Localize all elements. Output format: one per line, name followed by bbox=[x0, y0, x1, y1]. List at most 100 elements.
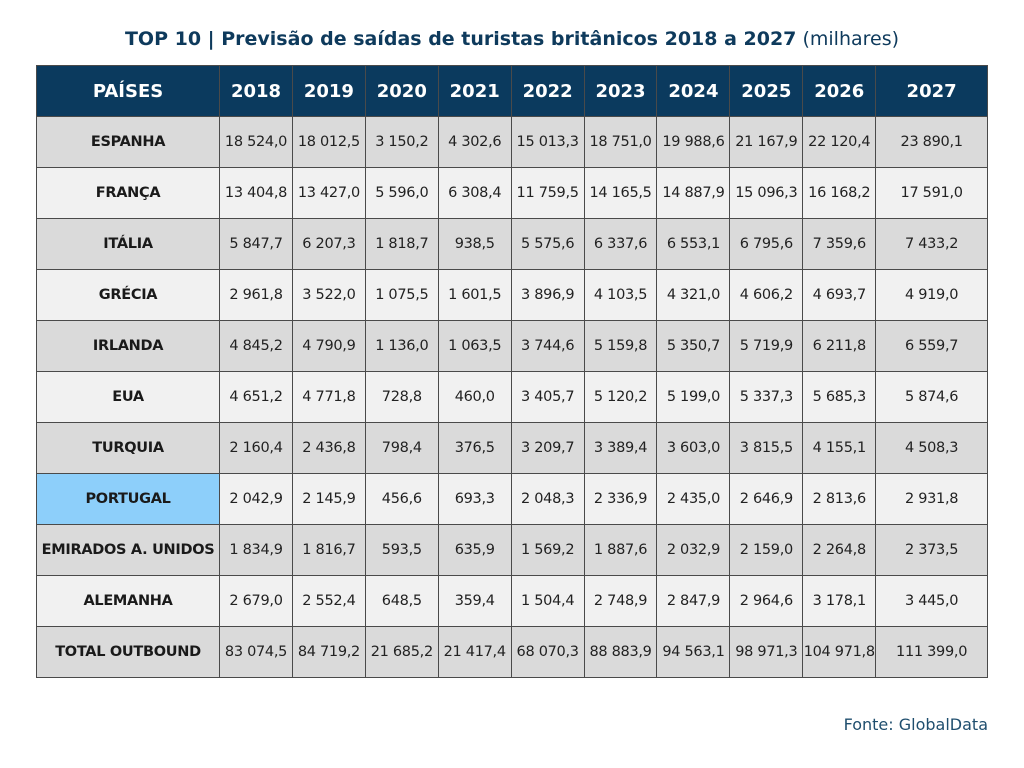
value-cell: 84 719,2 bbox=[291, 626, 366, 678]
value-cell: 4 508,3 bbox=[875, 422, 988, 474]
value-cell: 2 435,0 bbox=[656, 473, 731, 525]
value-cell: 23 890,1 bbox=[875, 116, 988, 168]
value-cell: 6 795,6 bbox=[729, 218, 804, 270]
header-year: 2025 bbox=[729, 65, 804, 117]
value-cell: 2 032,9 bbox=[656, 524, 731, 576]
table-row: PORTUGAL 2 042,9 2 145,9 456,6 693,3 2 048,3 2… bbox=[35, 473, 988, 525]
table-row: ESPANHA 18 524,0 18 012,5 3 150,2 4 302,6 15 … bbox=[35, 116, 988, 168]
value-cell: 2 748,9 bbox=[583, 575, 658, 627]
value-cell: 14 165,5 bbox=[583, 167, 658, 219]
value-cell: 13 404,8 bbox=[219, 167, 293, 219]
header-countries: PAÍSES bbox=[35, 65, 221, 117]
value-cell: 4 651,2 bbox=[219, 371, 293, 423]
country-cell: GRÉCIA bbox=[35, 269, 221, 321]
table-body: ESPANHA 18 524,0 18 012,5 3 150,2 4 302,6 15 … bbox=[35, 116, 988, 678]
country-cell: FRANÇA bbox=[35, 167, 221, 219]
value-cell: 6 553,1 bbox=[656, 218, 731, 270]
value-cell: 2 931,8 bbox=[875, 473, 988, 525]
value-cell: 6 337,6 bbox=[583, 218, 658, 270]
table-row: FRANÇA 13 404,8 13 427,0 5 596,0 6 308,4 11 7… bbox=[35, 167, 988, 219]
header-year: 2023 bbox=[583, 65, 658, 117]
value-cell: 635,9 bbox=[437, 524, 512, 576]
header-year: 2019 bbox=[291, 65, 366, 117]
value-cell: 5 719,9 bbox=[729, 320, 804, 372]
country-cell: ESPANHA bbox=[35, 116, 221, 168]
country-cell: ITÁLIA bbox=[35, 218, 221, 270]
value-cell: 18 012,5 bbox=[291, 116, 366, 168]
value-cell: 22 120,4 bbox=[802, 116, 877, 168]
header-year: 2021 bbox=[437, 65, 512, 117]
value-cell: 3 405,7 bbox=[510, 371, 585, 423]
source-note: Fonte: GlobalData bbox=[843, 715, 988, 734]
value-cell: 104 971,8 bbox=[802, 626, 877, 678]
value-cell: 19 988,6 bbox=[656, 116, 731, 168]
country-cell: ALEMANHA bbox=[35, 575, 221, 627]
value-cell: 18 524,0 bbox=[219, 116, 293, 168]
value-cell: 68 070,3 bbox=[510, 626, 585, 678]
table-header-row: PAÍSES 2018 2019 2020 2021 2022 2023 202… bbox=[35, 65, 988, 117]
value-cell: 3 603,0 bbox=[656, 422, 731, 474]
value-cell: 798,4 bbox=[364, 422, 439, 474]
value-cell: 2 964,6 bbox=[729, 575, 804, 627]
value-cell: 456,6 bbox=[364, 473, 439, 525]
value-cell: 2 679,0 bbox=[219, 575, 293, 627]
value-cell: 21 417,4 bbox=[437, 626, 512, 678]
value-cell: 2 336,9 bbox=[583, 473, 658, 525]
chart-title-unit: (milhares) bbox=[802, 28, 900, 50]
value-cell: 7 359,6 bbox=[802, 218, 877, 270]
header-year: 2027 bbox=[875, 65, 988, 117]
value-cell: 376,5 bbox=[437, 422, 512, 474]
value-cell: 6 211,8 bbox=[802, 320, 877, 372]
value-cell: 3 896,9 bbox=[510, 269, 585, 321]
value-cell: 359,4 bbox=[437, 575, 512, 627]
value-cell: 1 834,9 bbox=[219, 524, 293, 576]
value-cell: 18 751,0 bbox=[583, 116, 658, 168]
value-cell: 938,5 bbox=[437, 218, 512, 270]
value-cell: 2 813,6 bbox=[802, 473, 877, 525]
table-row: TURQUIA 2 160,4 2 436,8 798,4 376,5 3 209,7 3 … bbox=[35, 422, 988, 474]
header-year: 2018 bbox=[219, 65, 293, 117]
value-cell: 3 178,1 bbox=[802, 575, 877, 627]
value-cell: 5 350,7 bbox=[656, 320, 731, 372]
country-cell: TOTAL OUTBOUND bbox=[35, 626, 221, 678]
value-cell: 5 337,3 bbox=[729, 371, 804, 423]
value-cell: 4 155,1 bbox=[802, 422, 877, 474]
value-cell: 728,8 bbox=[364, 371, 439, 423]
value-cell: 21 685,2 bbox=[364, 626, 439, 678]
value-cell: 4 103,5 bbox=[583, 269, 658, 321]
value-cell: 593,5 bbox=[364, 524, 439, 576]
value-cell: 1 063,5 bbox=[437, 320, 512, 372]
value-cell: 2 048,3 bbox=[510, 473, 585, 525]
value-cell: 13 427,0 bbox=[291, 167, 366, 219]
value-cell: 6 207,3 bbox=[291, 218, 366, 270]
value-cell: 6 308,4 bbox=[437, 167, 512, 219]
value-cell: 88 883,9 bbox=[583, 626, 658, 678]
value-cell: 4 845,2 bbox=[219, 320, 293, 372]
value-cell: 5 159,8 bbox=[583, 320, 658, 372]
value-cell: 4 693,7 bbox=[802, 269, 877, 321]
value-cell: 3 522,0 bbox=[291, 269, 366, 321]
value-cell: 5 685,3 bbox=[802, 371, 877, 423]
value-cell: 1 569,2 bbox=[510, 524, 585, 576]
table-row: IRLANDA 4 845,2 4 790,9 1 136,0 1 063,5 3 744… bbox=[35, 320, 988, 372]
value-cell: 5 596,0 bbox=[364, 167, 439, 219]
value-cell: 111 399,0 bbox=[875, 626, 988, 678]
value-cell: 4 321,0 bbox=[656, 269, 731, 321]
table-row: TOTAL OUTBOUND 83 074,5 84 719,2 21 685,2 21… bbox=[35, 626, 988, 678]
chart-title: TOP 10 | Previsão de saídas de turistas … bbox=[0, 28, 1024, 50]
value-cell: 14 887,9 bbox=[656, 167, 731, 219]
value-cell: 5 874,6 bbox=[875, 371, 988, 423]
header-year: 2020 bbox=[364, 65, 439, 117]
value-cell: 7 433,2 bbox=[875, 218, 988, 270]
value-cell: 2 646,9 bbox=[729, 473, 804, 525]
value-cell: 1 818,7 bbox=[364, 218, 439, 270]
value-cell: 2 961,8 bbox=[219, 269, 293, 321]
table-row: ITÁLIA 5 847,7 6 207,3 1 818,7 938,5 5 575,6 6… bbox=[35, 218, 988, 270]
country-cell: EMIRADOS A. UNIDOS bbox=[35, 524, 221, 576]
country-cell: EUA bbox=[35, 371, 221, 423]
value-cell: 4 790,9 bbox=[291, 320, 366, 372]
value-cell: 98 971,3 bbox=[729, 626, 804, 678]
value-cell: 2 145,9 bbox=[291, 473, 366, 525]
value-cell: 2 847,9 bbox=[656, 575, 731, 627]
value-cell: 4 919,0 bbox=[875, 269, 988, 321]
